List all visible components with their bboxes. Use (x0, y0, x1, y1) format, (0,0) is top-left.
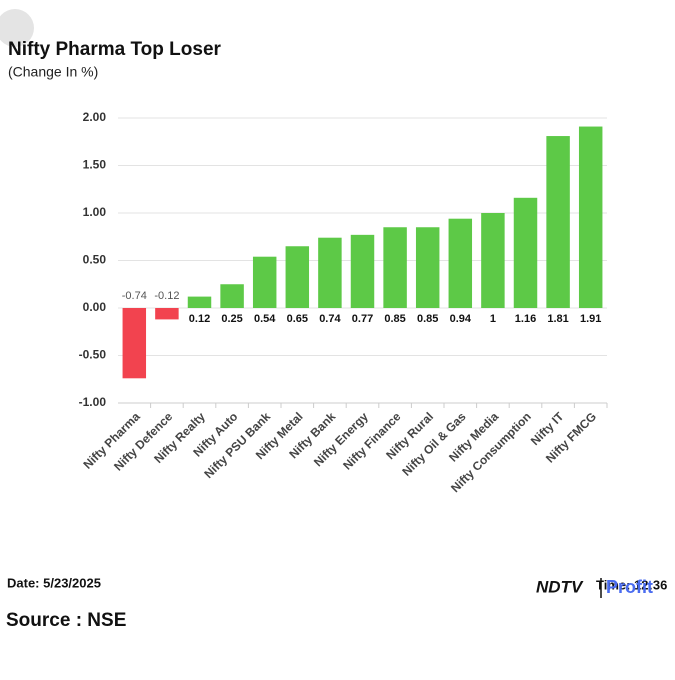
value-label: 1.16 (515, 313, 536, 325)
y-tick-label: 0.00 (83, 300, 107, 314)
bar (350, 234, 375, 308)
bar (252, 256, 277, 308)
y-tick-label: 0.50 (83, 253, 107, 267)
bar (155, 308, 179, 320)
chart-subtitle: (Change In %) (8, 64, 98, 80)
value-label: 0.12 (189, 313, 210, 325)
value-label: 0.74 (319, 313, 341, 325)
y-tick-label: 2.00 (83, 110, 107, 124)
y-tick-label: 1.50 (83, 158, 107, 172)
bar (415, 227, 440, 308)
logo-profit: Profit (606, 577, 653, 597)
value-label: 0.25 (221, 313, 242, 325)
value-label: 1 (490, 313, 496, 325)
y-tick-label: 1.00 (83, 205, 107, 219)
chart-title: Nifty Pharma Top Loser (8, 39, 222, 60)
value-label: 0.85 (417, 313, 438, 325)
bar (448, 218, 473, 308)
bar (285, 246, 310, 308)
y-tick-label: -0.50 (79, 348, 107, 362)
value-label: 0.94 (450, 313, 472, 325)
value-label: 0.54 (254, 313, 276, 325)
value-label: 1.81 (547, 313, 568, 325)
decor-circle (0, 9, 34, 47)
bar (122, 308, 147, 379)
time: Time: 12:36 (596, 577, 667, 592)
bar (481, 213, 505, 308)
bar (546, 136, 570, 308)
value-label: 1.91 (580, 313, 601, 325)
logo-ndtv: NDTV (536, 577, 584, 596)
value-label: 0.85 (384, 313, 405, 325)
value-label: 0.77 (352, 313, 373, 325)
y-tick-label: -1.00 (79, 395, 107, 409)
bar (318, 237, 342, 308)
bar (513, 197, 538, 308)
bar (187, 296, 212, 308)
value-label: -0.12 (154, 290, 179, 302)
source: Source : NSE (6, 610, 126, 631)
bar (220, 284, 244, 308)
value-label: -0.74 (122, 290, 147, 302)
value-label: 0.65 (287, 313, 308, 325)
bar (578, 126, 603, 308)
bar (383, 227, 407, 308)
date: Date: 5/23/2025 (7, 575, 101, 590)
